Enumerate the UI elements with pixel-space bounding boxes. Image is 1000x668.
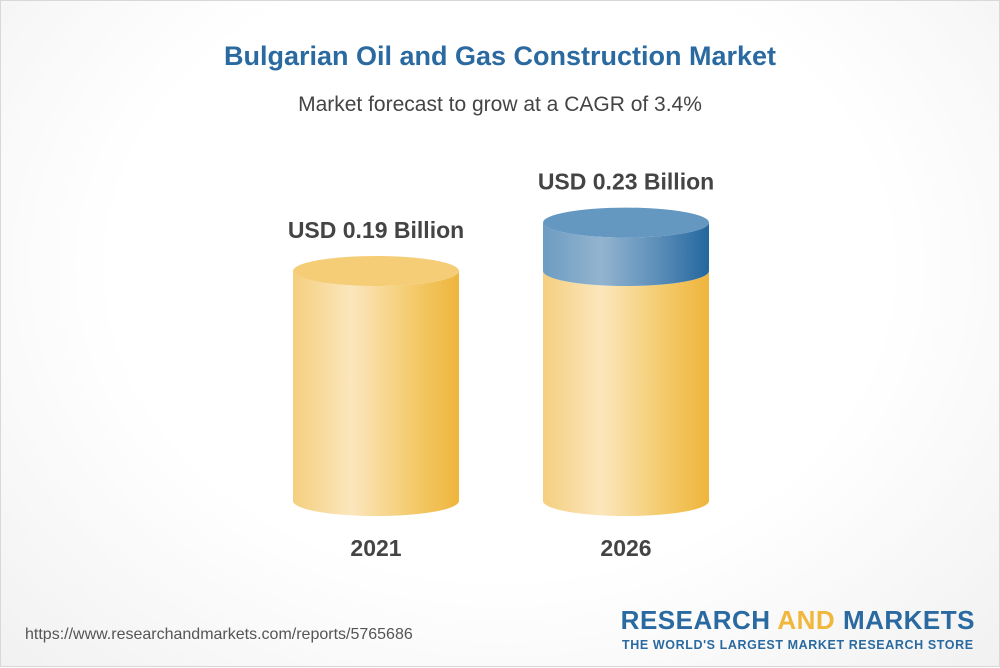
cylinder-growth-2026 bbox=[543, 222, 709, 286]
cylinder-top-2021 bbox=[293, 256, 459, 286]
source-url[interactable]: https://www.researchandmarkets.com/repor… bbox=[25, 626, 413, 643]
logo-text: AND bbox=[777, 605, 836, 635]
research-and-markets-logo: RESEARCH AND MARKETS THE WORLD'S LARGEST… bbox=[621, 605, 975, 652]
chart-subtitle: Market forecast to grow at a CAGR of 3.4… bbox=[298, 93, 702, 116]
data-label: USD 0.19 Billion bbox=[288, 217, 464, 243]
chart-title: Bulgarian Oil and Gas Construction Marke… bbox=[223, 41, 777, 71]
logo-text: RESEARCH bbox=[620, 605, 771, 635]
category-label: 2026 bbox=[600, 535, 651, 561]
logo-tagline: THE WORLD'S LARGEST MARKET RESEARCH STOR… bbox=[622, 638, 974, 652]
data-label: USD 0.23 Billion bbox=[538, 169, 714, 195]
category-label: 2021 bbox=[350, 535, 401, 561]
cylinder-body-2021 bbox=[293, 271, 459, 516]
logo-text: MARKETS bbox=[842, 605, 975, 635]
cylinder-top-2026 bbox=[543, 207, 709, 238]
cylinder-base-2026 bbox=[543, 271, 709, 516]
